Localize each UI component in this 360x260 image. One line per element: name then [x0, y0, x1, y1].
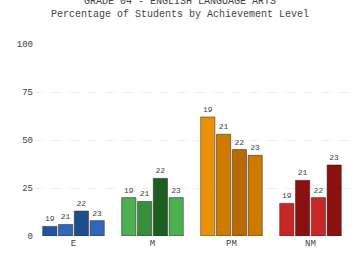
svg-text:M: M: [150, 239, 155, 249]
svg-text:E: E: [71, 239, 76, 249]
svg-text:21: 21: [140, 189, 150, 198]
svg-text:21: 21: [219, 122, 229, 131]
svg-text:19: 19: [203, 105, 213, 114]
svg-text:19: 19: [124, 186, 134, 195]
svg-text:23: 23: [250, 143, 260, 152]
svg-text:50: 50: [22, 136, 33, 146]
svg-text:22: 22: [76, 199, 86, 208]
svg-text:19: 19: [282, 191, 292, 200]
svg-text:21: 21: [61, 212, 71, 221]
svg-text:100: 100: [17, 40, 33, 50]
svg-text:23: 23: [329, 153, 339, 162]
svg-text:NM: NM: [305, 239, 316, 249]
svg-text:22: 22: [234, 138, 244, 147]
svg-text:0: 0: [28, 232, 33, 242]
svg-text:19: 19: [45, 214, 55, 223]
svg-text:PM: PM: [226, 239, 237, 249]
svg-text:22: 22: [313, 186, 323, 195]
svg-text:21: 21: [298, 168, 308, 177]
svg-text:GRADE 04 - ENGLISH LANGUAGE AR: GRADE 04 - ENGLISH LANGUAGE ARTSPercenta…: [51, 0, 309, 20]
svg-text:22: 22: [155, 166, 165, 175]
svg-text:25: 25: [22, 184, 33, 194]
svg-text:23: 23: [92, 209, 102, 218]
svg-text:23: 23: [171, 186, 181, 195]
svg-text:75: 75: [22, 88, 33, 98]
